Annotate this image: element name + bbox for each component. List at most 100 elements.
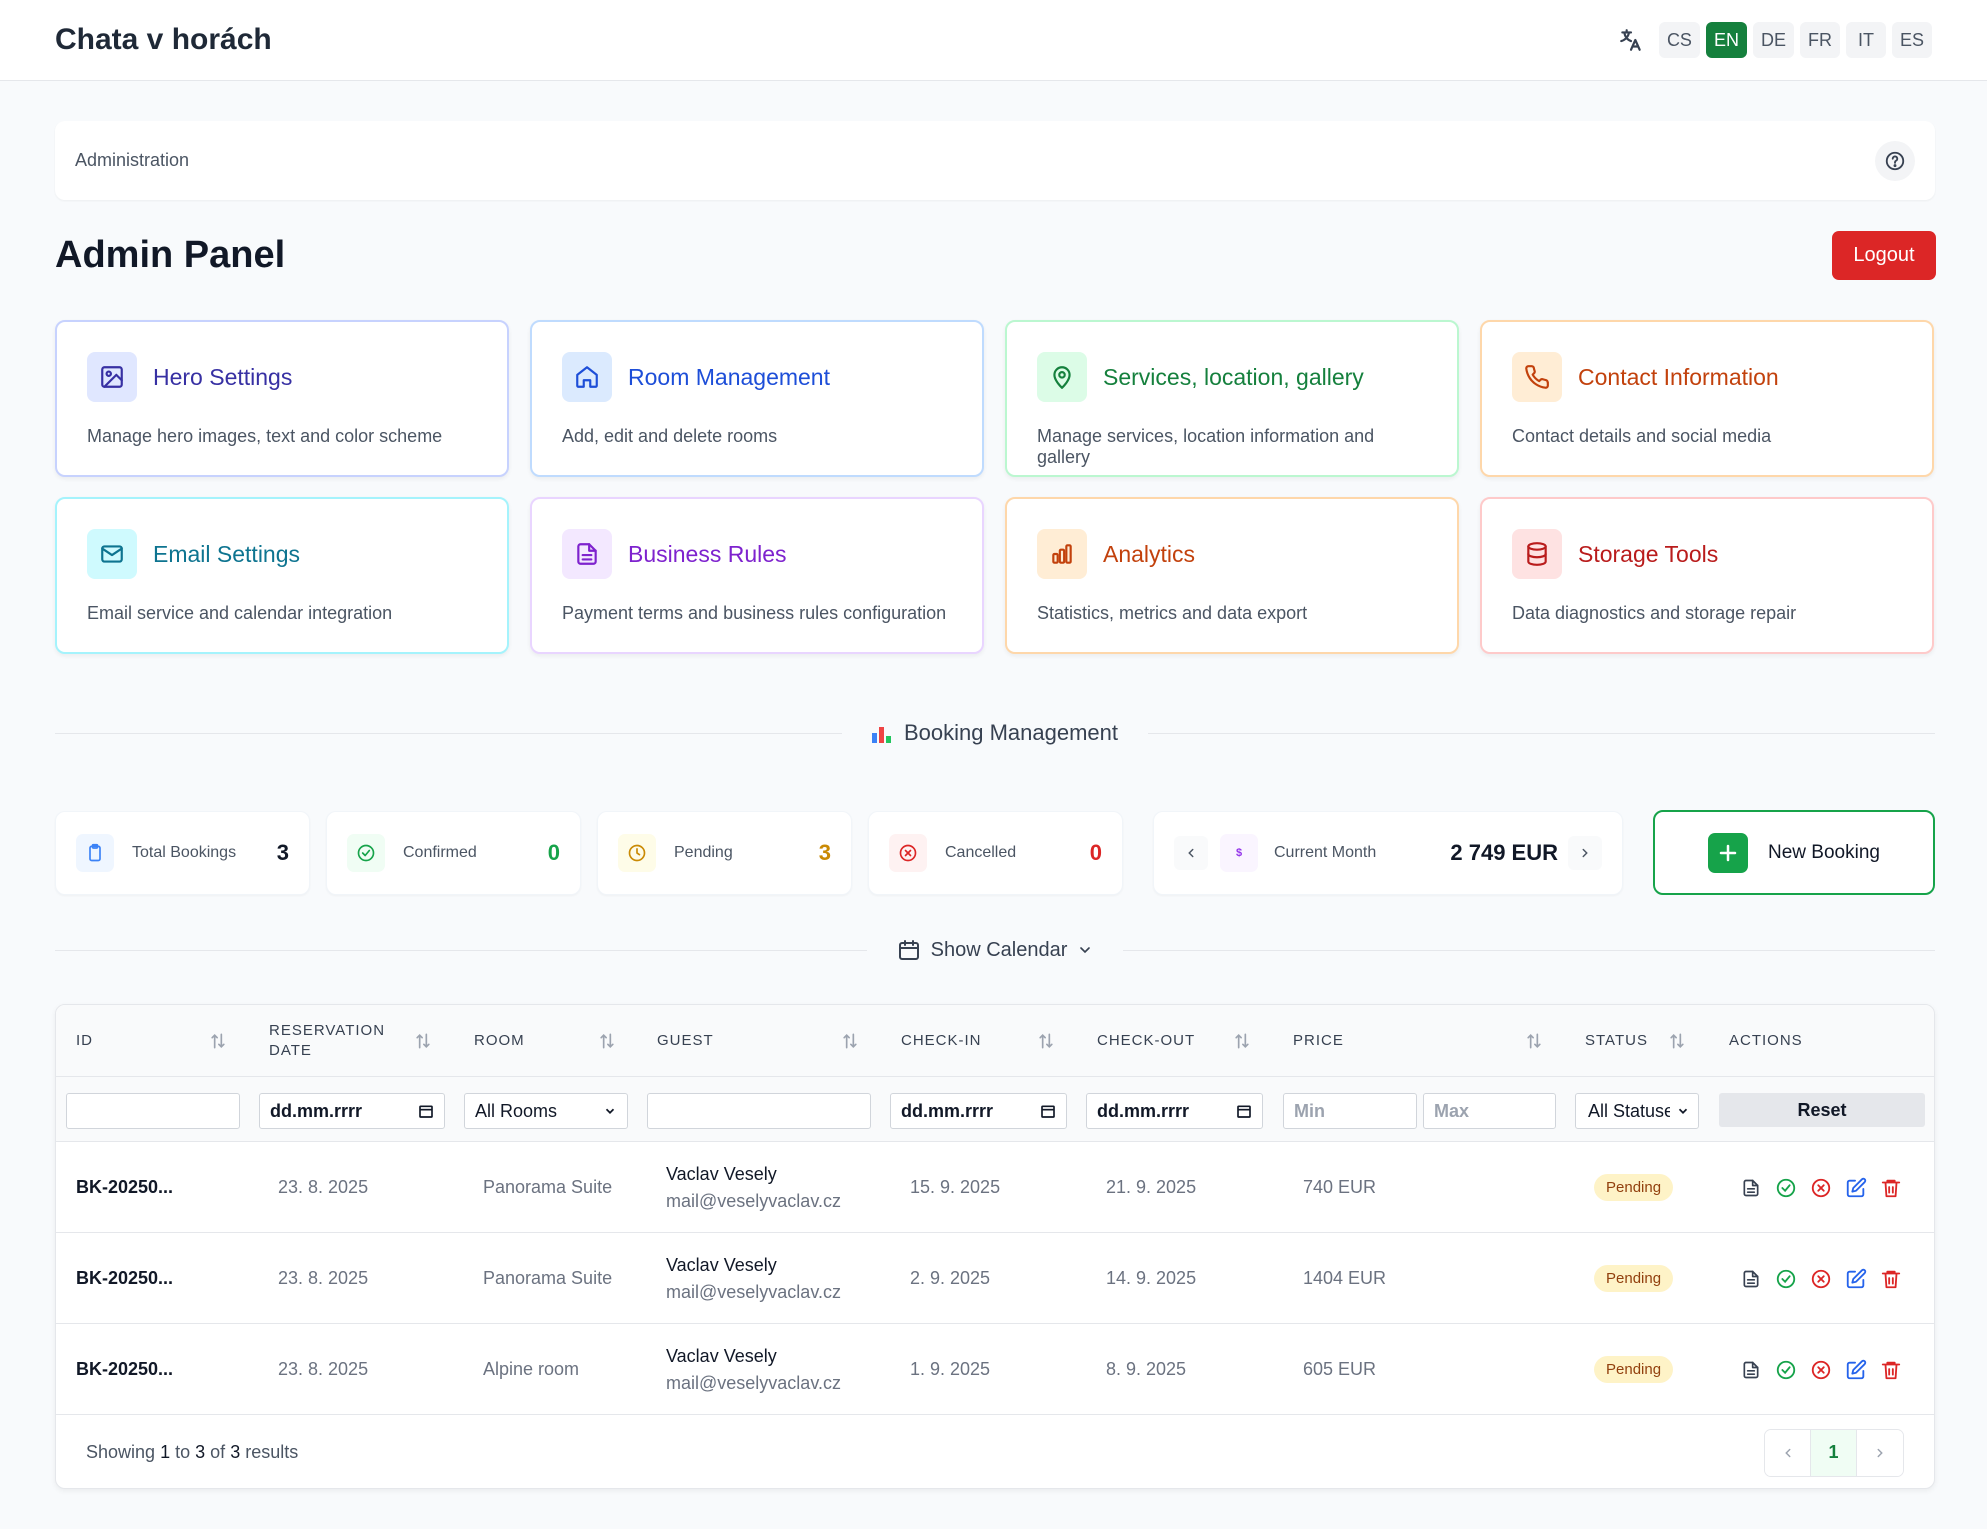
- card-hero-settings[interactable]: Hero Settings Manage hero images, text a…: [55, 320, 509, 477]
- cancel-icon[interactable]: [1810, 1177, 1832, 1199]
- site-brand[interactable]: Chata v horách: [55, 23, 272, 56]
- calendar-icon: [419, 1105, 433, 1118]
- edit-icon[interactable]: [1845, 1359, 1867, 1381]
- header-id[interactable]: ID: [76, 1032, 93, 1049]
- top-header: Chata v horách CS EN DE FR IT ES: [0, 0, 1987, 81]
- reset-filters-button[interactable]: Reset: [1719, 1093, 1925, 1127]
- card-business-rules[interactable]: Business Rules Payment terms and busines…: [530, 497, 984, 654]
- logout-button[interactable]: Logout: [1832, 231, 1936, 280]
- room-filter-select[interactable]: All Rooms: [464, 1093, 628, 1129]
- header-checkin[interactable]: CHECK-IN: [901, 1032, 982, 1049]
- sort-icon[interactable]: [840, 1031, 860, 1051]
- checkout-filter[interactable]: dd.mm.rrrr: [1086, 1093, 1263, 1129]
- header-status[interactable]: STATUS: [1585, 1032, 1648, 1049]
- card-analytics[interactable]: Analytics Statistics, metrics and data e…: [1005, 497, 1459, 654]
- guest-filter-input[interactable]: [647, 1093, 871, 1129]
- cell-id[interactable]: BK-20250...: [76, 1359, 174, 1379]
- cancel-icon[interactable]: [1810, 1359, 1832, 1381]
- help-button[interactable]: [1875, 140, 1915, 181]
- cell-guest: Vaclav Vesely mail@veselyvaclav.cz: [666, 1233, 841, 1324]
- confirm-icon[interactable]: [1775, 1268, 1797, 1290]
- card-description: Data diagnostics and storage repair: [1512, 603, 1797, 623]
- price-min-input[interactable]: Min: [1283, 1093, 1417, 1129]
- cell-room: Alpine room: [483, 1359, 580, 1379]
- sort-icon[interactable]: [1232, 1031, 1252, 1051]
- header-reservation-date[interactable]: RESERVATION DATE: [269, 1005, 385, 1077]
- card-title: Hero Settings: [153, 363, 293, 390]
- admin-cards-grid: Hero Settings Manage hero images, text a…: [55, 320, 1935, 654]
- booking-section-divider: Booking Management: [55, 718, 1935, 748]
- table-footer: Showing 1 to 3 of 3 results 1: [56, 1415, 1934, 1488]
- edit-icon[interactable]: [1845, 1177, 1867, 1199]
- cancel-icon[interactable]: [1810, 1268, 1832, 1290]
- sort-icon[interactable]: [1667, 1031, 1687, 1051]
- stat-value: 0: [1089, 840, 1102, 865]
- dollar-icon: $: [1220, 834, 1258, 872]
- chevron-right-icon: [1877, 1448, 1883, 1457]
- view-document-icon[interactable]: [1740, 1359, 1762, 1381]
- table-row[interactable]: BK-20250... 23. 8. 2025 Panorama Suite V…: [56, 1233, 1934, 1324]
- card-contact-information[interactable]: Contact Information Contact details and …: [1480, 320, 1934, 477]
- section-title: Booking Management: [903, 720, 1119, 745]
- sort-icon[interactable]: [597, 1031, 617, 1051]
- card-storage-tools[interactable]: Storage Tools Data diagnostics and stora…: [1480, 497, 1934, 654]
- prev-page-button[interactable]: [1765, 1429, 1811, 1476]
- prev-month-button[interactable]: [1174, 836, 1208, 870]
- header-guest[interactable]: GUEST: [657, 1032, 714, 1049]
- status-filter-select[interactable]: All Statuse: [1575, 1093, 1699, 1129]
- map-pin-icon: [1037, 352, 1087, 402]
- clipboard-icon: [76, 834, 114, 872]
- table-row[interactable]: BK-20250... 23. 8. 2025 Panorama Suite V…: [56, 1142, 1934, 1233]
- lang-es-button[interactable]: ES: [1891, 22, 1932, 58]
- sort-icon[interactable]: [208, 1031, 228, 1051]
- table-row[interactable]: BK-20250... 23. 8. 2025 Alpine room Vacl…: [56, 1324, 1934, 1415]
- cell-checkout: 8. 9. 2025: [1106, 1359, 1187, 1379]
- sort-icon[interactable]: [1036, 1031, 1056, 1051]
- cell-guest: Vaclav Vesely mail@veselyvaclav.cz: [666, 1324, 841, 1415]
- stat-current-month: $ Current Month 2 749 EUR: [1153, 811, 1623, 895]
- stat-label: Pending: [674, 844, 733, 861]
- reservation-date-filter[interactable]: dd.mm.rrrr: [259, 1093, 445, 1129]
- header-room[interactable]: ROOM: [474, 1032, 525, 1049]
- page-1-button[interactable]: 1: [1811, 1429, 1857, 1476]
- trash-icon[interactable]: [1880, 1359, 1902, 1381]
- header-checkout[interactable]: CHECK-OUT: [1097, 1032, 1196, 1049]
- id-filter-input[interactable]: [66, 1093, 240, 1129]
- trash-icon[interactable]: [1880, 1268, 1902, 1290]
- card-room-management[interactable]: Room Management Add, edit and delete roo…: [530, 320, 984, 477]
- date-placeholder: dd.mm.rrrr: [901, 1100, 994, 1121]
- edit-icon[interactable]: [1845, 1268, 1867, 1290]
- card-services-location-gallery[interactable]: Services, location, gallery Manage servi…: [1005, 320, 1459, 477]
- checkin-filter[interactable]: dd.mm.rrrr: [890, 1093, 1067, 1129]
- cell-status: Pending: [1594, 1233, 1674, 1324]
- cell-id[interactable]: BK-20250...: [76, 1177, 174, 1197]
- lang-en-button[interactable]: EN: [1705, 22, 1747, 58]
- cell-status: Pending: [1594, 1324, 1674, 1415]
- trash-icon[interactable]: [1880, 1177, 1902, 1199]
- show-calendar-toggle[interactable]: Show Calendar: [867, 938, 1124, 962]
- lang-fr-button[interactable]: FR: [1799, 22, 1840, 58]
- confirm-icon[interactable]: [1775, 1177, 1797, 1199]
- lang-de-button[interactable]: DE: [1752, 22, 1794, 58]
- check-circle-icon: [347, 834, 385, 872]
- stat-label: Total Bookings: [132, 844, 237, 861]
- next-month-button[interactable]: [1568, 836, 1602, 870]
- sort-icon[interactable]: [413, 1031, 433, 1051]
- confirm-icon[interactable]: [1775, 1359, 1797, 1381]
- card-description: Manage services, location information an…: [1037, 426, 1375, 467]
- new-booking-button[interactable]: New Booking: [1653, 810, 1935, 895]
- header-price[interactable]: PRICE: [1293, 1032, 1344, 1049]
- view-document-icon[interactable]: [1740, 1268, 1762, 1290]
- view-document-icon[interactable]: [1740, 1177, 1762, 1199]
- translate-icon: [1615, 24, 1647, 56]
- cell-checkout: 14. 9. 2025: [1106, 1268, 1197, 1288]
- next-page-button[interactable]: [1857, 1429, 1903, 1476]
- chevron-right-icon: [1582, 848, 1588, 858]
- cell-id[interactable]: BK-20250...: [76, 1268, 174, 1288]
- lang-cs-button[interactable]: CS: [1658, 22, 1700, 58]
- calendar-divider: Show Calendar: [55, 935, 1935, 965]
- lang-it-button[interactable]: IT: [1845, 22, 1886, 58]
- sort-icon[interactable]: [1524, 1031, 1544, 1051]
- price-max-input[interactable]: Max: [1423, 1093, 1556, 1129]
- card-email-settings[interactable]: Email Settings Email service and calenda…: [55, 497, 509, 654]
